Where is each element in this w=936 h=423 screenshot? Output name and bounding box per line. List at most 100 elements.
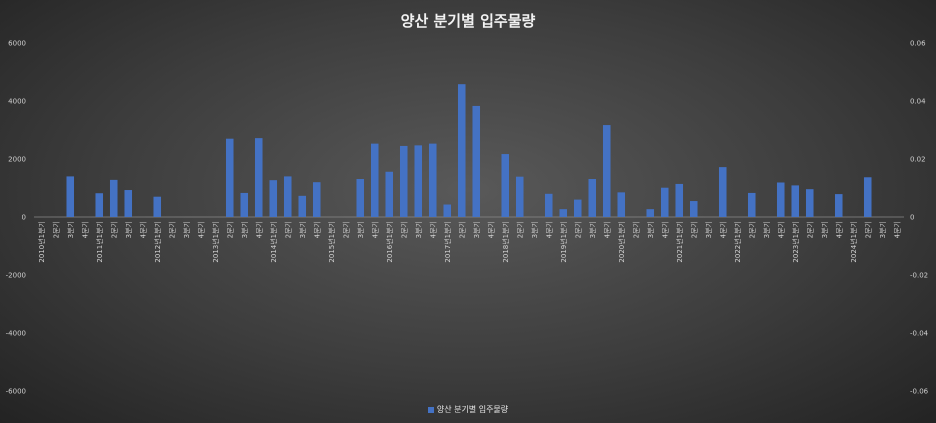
bar [617,192,626,217]
bar [834,194,843,217]
x-tick-label: 2012년1분기 [153,221,162,263]
x-tick-label: 2분기 [399,221,408,238]
bar [312,182,321,217]
legend: 양산 분기별 입주물량 [0,404,936,415]
bar [66,176,75,217]
x-tick-label: 2분기 [109,221,118,238]
bar [153,196,162,217]
bar [109,179,118,217]
chart-title: 양산 분기별 입주물량 [400,12,536,30]
y2-tick-label: -0.06 [910,388,929,396]
y2-tick-label: 0.04 [910,98,926,106]
x-tick-label: 2분기 [689,221,698,238]
x-tick-label: 2022년1분기 [733,221,742,263]
x-tick-label: 2011년1분기 [95,221,104,263]
y-tick-label: 2000 [8,156,26,164]
x-tick-label: 4분기 [196,221,205,238]
bar [457,84,466,218]
x-tick-label: 3분기 [182,221,191,238]
x-tick-label: 3분기 [298,221,307,238]
x-tick-label: 3분기 [704,221,713,238]
x-tick-label: 2분기 [515,221,524,238]
x-tick-label: 2분기 [805,221,814,238]
y-tick-label: -2000 [6,272,26,280]
x-tick-label: 4분기 [138,221,147,238]
bar [559,209,568,217]
bar [298,195,307,217]
x-tick-label: 2021년1분기 [675,221,684,263]
y-tick-label: 6000 [8,40,26,48]
x-tick-label: 4분기 [486,221,495,238]
bar [515,176,524,217]
bar [254,138,263,217]
bar [414,145,423,217]
bar [124,190,133,217]
x-tick-label: 2분기 [863,221,872,238]
x-tick-label: 2024년1분기 [849,221,858,263]
legend-label: 양산 분기별 입주물량 [436,405,509,414]
bar [370,143,379,217]
y-tick-label: 4000 [8,98,26,106]
x-tick-label: 2018년1분기 [501,221,510,263]
x-tick-label: 4분기 [834,221,843,238]
bar [660,187,669,217]
bar [95,193,104,217]
y2-tick-label: -0.02 [910,272,928,280]
bar [544,193,553,217]
x-tick-label: 3분기 [762,221,771,238]
x-tick-label: 2010년1분기 [37,221,46,263]
x-tick-label: 3분기 [820,221,829,238]
bar [646,209,655,217]
y-tick-label: -4000 [6,330,26,338]
bar [805,189,814,217]
x-tick-label: 4분기 [602,221,611,238]
x-tick-label: 2016년1분기 [385,221,394,263]
y2-tick-label: 0.02 [910,156,926,164]
x-tick-label: 2017년1분기 [443,221,452,263]
bar [791,185,800,217]
y-tick-label: 0 [22,214,26,222]
bar [718,167,727,217]
x-tick-label: 2014년1분기 [269,221,278,263]
x-tick-label: 2023년1분기 [791,221,800,263]
bar [240,192,249,217]
x-tick-label: 3분기 [66,221,75,238]
x-tick-label: 2분기 [747,221,756,238]
bar [428,143,437,217]
x-tick-label: 3분기 [240,221,249,238]
bar [573,199,582,217]
x-tick-label: 4분기 [776,221,785,238]
x-tick-label: 4분기 [660,221,669,238]
x-tick-label: 3분기 [646,221,655,238]
x-tick-label: 2020년1분기 [617,221,626,263]
x-tick-label: 4분기 [80,221,89,238]
x-tick-label: 4분기 [892,221,901,238]
bar [776,182,785,217]
x-tick-label: 3분기 [588,221,597,238]
bar [443,204,452,217]
x-tick-label: 2분기 [631,221,640,238]
x-tick-label: 2분기 [167,221,176,238]
x-tick-label: 3분기 [530,221,539,238]
y-tick-label: -6000 [6,388,26,396]
y2-tick-label: -0.04 [910,330,929,338]
x-tick-label: 3분기 [472,221,481,238]
x-tick-label: 4분기 [312,221,321,238]
x-tick-label: 3분기 [878,221,887,238]
x-tick-label: 2분기 [225,221,234,238]
bar [747,192,756,217]
bar [501,154,510,217]
x-tick-label: 2015년1분기 [327,221,336,263]
x-tick-label: 4분기 [544,221,553,238]
bar [356,179,365,217]
x-tick-label: 3분기 [356,221,365,238]
x-tick-label: 2분기 [341,221,350,238]
bar [269,180,278,217]
x-tick-label: 2분기 [283,221,292,238]
x-tick-label: 4분기 [428,221,437,238]
bar [602,125,611,217]
x-tick-label: 2분기 [51,221,60,238]
bar [588,179,597,217]
